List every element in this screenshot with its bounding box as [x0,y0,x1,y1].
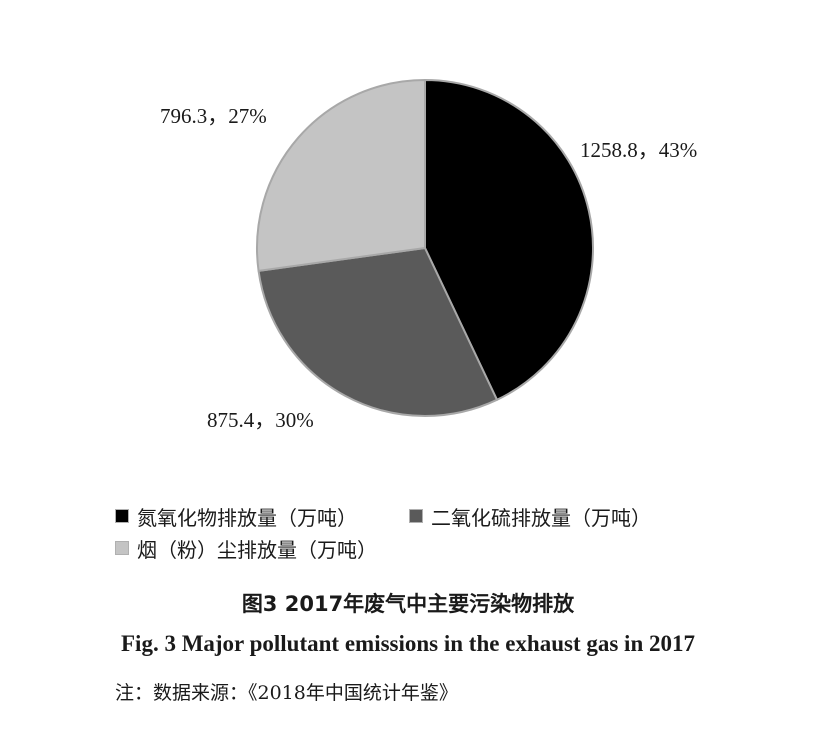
legend-swatch-dust [115,541,129,555]
legend-label-so2: 二氧化硫排放量（万吨） [431,505,651,530]
slice-label-nox: 1258.8，43% [580,138,698,162]
legend-swatch-nox [115,509,129,523]
pie-chart [256,79,594,417]
legend-item-nox: 氮氧化物排放量（万吨） [115,502,357,531]
legend-label-dust: 烟（粉）尘排放量（万吨） [137,537,377,562]
legend-swatch-so2 [409,509,423,523]
slice-label-dust: 796.3，27% [160,104,267,128]
legend: 氮氧化物排放量（万吨） 二氧化硫排放量（万吨） 烟（粉）尘排放量（万吨） [115,500,795,564]
slice-label-so2: 875.4，30% [207,408,314,432]
legend-label-nox: 氮氧化物排放量（万吨） [137,505,357,530]
pie-slice-dust [256,79,426,272]
pie-slice-so2 [257,247,498,417]
pie-slice-nox [424,79,594,401]
source-note: 注：数据来源：《2018年中国统计年鉴》 [115,682,458,704]
figure-caption-cn: 图3 2017年废气中主要污染物排放 [241,592,575,616]
legend-item-so2: 二氧化硫排放量（万吨） [409,502,651,531]
legend-item-dust: 烟（粉）尘排放量（万吨） [115,534,377,563]
figure-caption-en: Fig. 3 Major pollutant emissions in the … [121,631,695,656]
